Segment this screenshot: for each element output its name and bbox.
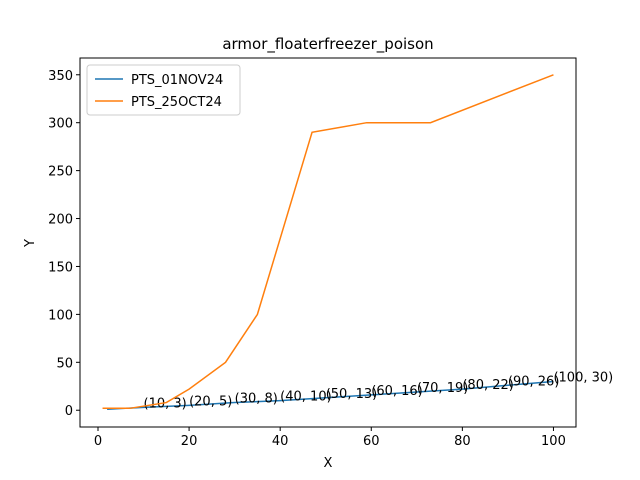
point-label: (20, 5) bbox=[189, 394, 232, 409]
y-tick-label: 50 bbox=[56, 356, 73, 371]
y-tick-label: 300 bbox=[48, 117, 73, 132]
x-tick-label: 100 bbox=[541, 434, 566, 449]
point-label: (40, 10) bbox=[280, 390, 332, 405]
x-tick-label: 40 bbox=[272, 434, 289, 449]
x-tick-label: 80 bbox=[454, 434, 471, 449]
y-axis-label: Y bbox=[23, 239, 38, 248]
point-label: (80, 22) bbox=[462, 378, 514, 393]
point-label: (30, 8) bbox=[235, 392, 278, 407]
point-label: (100, 30) bbox=[553, 370, 613, 385]
x-tick-label: 60 bbox=[363, 434, 380, 449]
line-series bbox=[107, 380, 554, 411]
y-tick-label: 100 bbox=[48, 308, 73, 323]
legend-label: PTS_01NOV24 bbox=[131, 73, 223, 88]
y-tick-label: 150 bbox=[48, 260, 73, 275]
point-label: (60, 16) bbox=[371, 384, 423, 399]
point-label: (50, 13) bbox=[326, 387, 378, 402]
plot-frame bbox=[79, 57, 577, 428]
y-tick-label: 200 bbox=[48, 213, 73, 228]
point-label: (70, 19) bbox=[417, 381, 469, 396]
x-axis-label: X bbox=[324, 456, 333, 471]
x-tick-label: 0 bbox=[94, 434, 102, 449]
y-tick-label: 0 bbox=[65, 404, 73, 419]
line-series bbox=[102, 74, 554, 410]
point-label: (10, 3) bbox=[144, 396, 187, 411]
chart-title: armor_floaterfreezer_poison bbox=[222, 35, 433, 54]
y-tick-label: 350 bbox=[48, 69, 73, 84]
x-tick-label: 20 bbox=[181, 434, 198, 449]
legend-label: PTS_25OCT24 bbox=[131, 95, 222, 110]
y-tick-label: 250 bbox=[48, 165, 73, 180]
legend-box bbox=[86, 64, 241, 116]
point-label: (90, 26) bbox=[508, 374, 560, 389]
